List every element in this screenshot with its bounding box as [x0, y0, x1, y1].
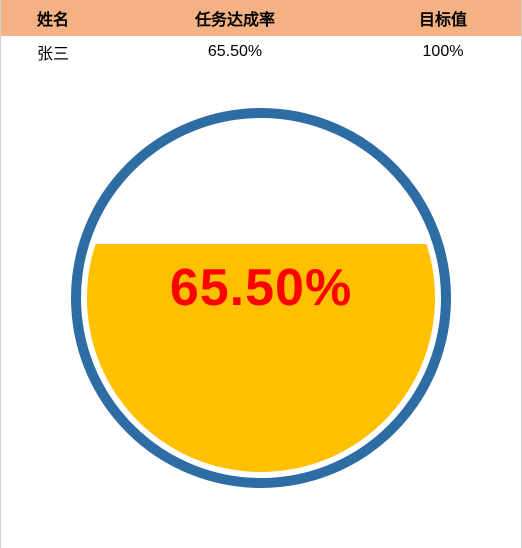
worksheet-area: 姓名 任务达成率 目标值 张三 65.50% 100% — [0, 0, 522, 548]
table-row: 张三 65.50% 100% — [1, 36, 521, 68]
col-header-rate[interactable]: 任务达成率 — [105, 0, 365, 36]
col-header-target[interactable]: 目标值 — [365, 0, 521, 36]
chart-area: 65.50% — [1, 108, 521, 488]
col-header-name[interactable]: 姓名 — [1, 0, 105, 36]
table-header-row: 姓名 任务达成率 目标值 — [1, 0, 521, 36]
cell-name[interactable]: 张三 — [1, 36, 105, 68]
gauge-chart[interactable]: 65.50% — [71, 108, 451, 488]
gauge-value-label: 65.50% — [71, 258, 451, 318]
cell-rate[interactable]: 65.50% — [105, 36, 365, 68]
data-table: 姓名 任务达成率 目标值 张三 65.50% 100% — [1, 0, 521, 68]
cell-target[interactable]: 100% — [365, 36, 521, 68]
